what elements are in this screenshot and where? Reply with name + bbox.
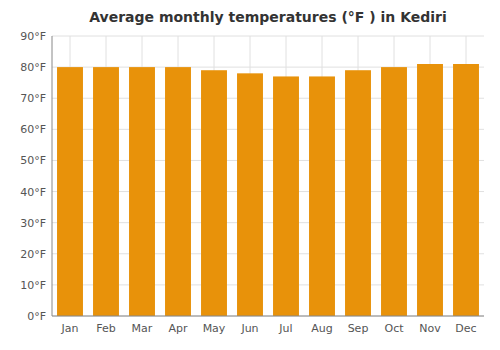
bar: [237, 73, 263, 316]
x-tick-label: Apr: [168, 322, 188, 335]
x-tick-label: Oct: [384, 322, 404, 335]
chart-container: Average monthly temperatures (°F ) in Ke…: [0, 0, 500, 350]
y-tick-label: 0°F: [27, 310, 46, 323]
bar: [273, 76, 299, 316]
x-tick-label: Sep: [348, 322, 369, 335]
x-tick-label: Jan: [61, 322, 79, 335]
x-tick-label: May: [203, 322, 226, 335]
x-tick-label: Jul: [278, 322, 292, 335]
y-tick-label: 70°F: [20, 92, 46, 105]
bar: [129, 67, 155, 316]
title: Average monthly temperatures (°F ) in Ke…: [89, 9, 447, 25]
y-tick-label: 90°F: [20, 30, 46, 43]
x-tick-label: Mar: [132, 322, 153, 335]
bar: [309, 76, 335, 316]
x-tick-label: Dec: [455, 322, 476, 335]
x-tick-label: Feb: [96, 322, 115, 335]
grid-line-y: [52, 316, 484, 317]
grid-line-y: [52, 36, 484, 37]
bar: [453, 64, 479, 316]
x-tick-label: Nov: [419, 322, 441, 335]
y-axis-line: [52, 36, 53, 316]
bar: [201, 70, 227, 316]
x-axis-line: [52, 316, 484, 317]
chart: Average monthly temperatures (°F ) in Ke…: [0, 0, 500, 350]
y-tick-label: 40°F: [20, 186, 46, 199]
y-tick-label: 60°F: [20, 123, 46, 136]
y-tick-label: 20°F: [20, 248, 46, 261]
bar: [165, 67, 191, 316]
y-tick-label: 30°F: [20, 217, 46, 230]
bar: [417, 64, 443, 316]
y-tick-label: 10°F: [20, 279, 46, 292]
bar: [57, 67, 83, 316]
x-tick-label: Aug: [311, 322, 332, 335]
y-tick-label: 80°F: [20, 61, 46, 74]
bar: [381, 67, 407, 316]
bar: [93, 67, 119, 316]
bar: [345, 70, 371, 316]
y-tick-label: 50°F: [20, 154, 46, 167]
bars: [57, 64, 479, 316]
grid: [52, 36, 484, 316]
x-tick-label: Jun: [240, 322, 258, 335]
